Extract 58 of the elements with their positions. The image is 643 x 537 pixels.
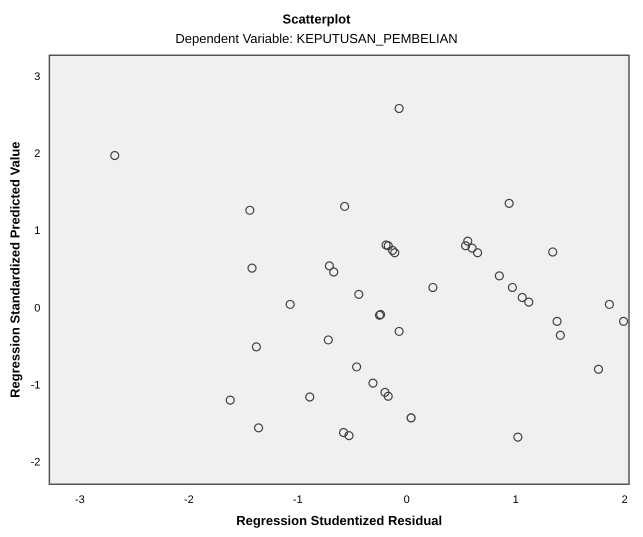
point xyxy=(324,261,334,270)
point xyxy=(556,330,565,340)
point xyxy=(552,316,562,326)
x-tick-label: -3 xyxy=(74,494,85,506)
point xyxy=(548,247,558,257)
point xyxy=(460,241,470,250)
x-tick-label: -1 xyxy=(292,494,303,506)
point xyxy=(518,292,527,302)
point xyxy=(344,430,354,440)
point xyxy=(305,392,314,402)
chart-subtitle: Dependent Variable: KEPUTUSAN_PEMBELIAN xyxy=(175,30,458,46)
point xyxy=(394,104,404,114)
y-tick-label: -1 xyxy=(30,379,40,392)
point xyxy=(468,243,477,253)
point xyxy=(463,236,472,246)
point xyxy=(338,428,348,438)
point xyxy=(354,290,364,299)
point xyxy=(428,282,438,292)
x-axis-title: Regression Studentized Residual xyxy=(236,512,442,528)
point xyxy=(286,300,295,310)
point xyxy=(381,240,391,250)
point xyxy=(384,392,393,401)
point xyxy=(618,316,628,326)
point xyxy=(390,248,400,258)
point xyxy=(245,206,254,215)
point xyxy=(380,388,390,397)
y-tick-label: -2 xyxy=(30,456,40,469)
point xyxy=(352,362,362,372)
chart-title: Scatterplot xyxy=(282,11,352,26)
x-tick-label: 0 xyxy=(404,494,410,506)
point xyxy=(494,271,504,280)
point xyxy=(594,364,604,374)
point xyxy=(504,198,514,208)
y-tick-label: 2 xyxy=(34,148,40,160)
point xyxy=(329,267,338,277)
point xyxy=(604,300,614,310)
point xyxy=(254,423,264,432)
y-tick-label: 0 xyxy=(34,302,40,314)
point xyxy=(340,202,350,212)
point xyxy=(472,248,482,258)
point xyxy=(110,150,120,160)
point xyxy=(513,432,522,442)
point xyxy=(508,282,518,292)
y-tick-label: 3 xyxy=(34,70,40,83)
point xyxy=(524,298,534,307)
point xyxy=(388,246,398,256)
point xyxy=(368,378,378,388)
x-tick-label: 1 xyxy=(512,494,519,506)
point xyxy=(394,326,404,336)
point xyxy=(247,264,257,273)
point xyxy=(252,342,261,352)
y-axis-title: Regression Standardized Predicted Value xyxy=(7,141,22,398)
point xyxy=(384,241,393,250)
point xyxy=(226,396,235,405)
y-tick-label: 1 xyxy=(34,225,40,238)
x-tick-label: -2 xyxy=(184,494,194,506)
x-tick-label: 2 xyxy=(622,494,628,506)
point xyxy=(324,335,333,345)
